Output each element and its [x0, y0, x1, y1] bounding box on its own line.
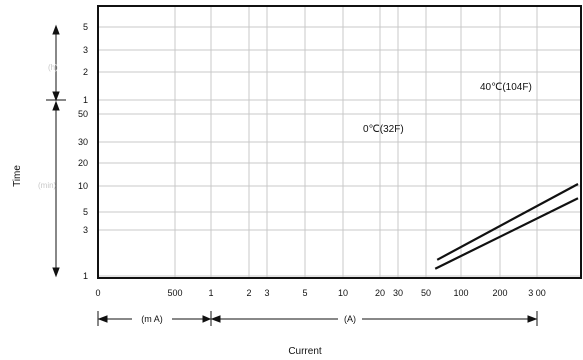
x-tick-label: 2	[246, 288, 251, 298]
y-tick-label: 1	[83, 95, 88, 105]
y-tick-labels: 5 3 2 1 50 30 20 10 5 3 1	[78, 22, 88, 281]
y-unit-lower: (min)	[38, 181, 57, 190]
y-unit-upper: (h)	[48, 63, 58, 72]
x-tick-label: 30	[393, 288, 403, 298]
y-tick-label: 5	[83, 22, 88, 32]
a-range-label: (A)	[344, 314, 356, 324]
x-tick-label: 500	[167, 288, 182, 298]
x-tick-label: 0	[95, 288, 100, 298]
y-tick-label: 3	[83, 45, 88, 55]
x-tick-label: 10	[338, 288, 348, 298]
grid-lines	[97, 6, 581, 278]
y-tick-label: 50	[78, 109, 88, 119]
series-label-40c: 40℃(104F)	[480, 82, 532, 93]
series-lines	[434, 183, 579, 270]
x-tick-label: 3	[264, 288, 269, 298]
y-tick-label: 5	[83, 207, 88, 217]
x-tick-label: 20	[375, 288, 385, 298]
x-tick-label: 3 00	[528, 288, 546, 298]
ma-range-label: (m A)	[141, 314, 163, 324]
y-unit-brackets	[46, 24, 66, 278]
plot-frame	[97, 5, 582, 279]
x-range-arrows	[97, 311, 538, 326]
y-tick-label: 30	[78, 137, 88, 147]
x-tick-label: 1	[208, 288, 213, 298]
x-tick-label: 5	[302, 288, 307, 298]
series-label-0c: 0℃(32F)	[363, 124, 404, 135]
y-tick-label: 1	[83, 271, 88, 281]
x-axis-label: Current	[288, 346, 322, 357]
series-line-0c	[434, 197, 579, 270]
y-tick-label: 20	[78, 158, 88, 168]
x-tick-labels: 0 500 1 2 3 5 10 20 30 50 100 200 3 00	[95, 288, 545, 298]
x-tick-label: 50	[421, 288, 431, 298]
y-axis-label: Time	[12, 165, 23, 187]
y-tick-label: 2	[83, 67, 88, 77]
y-tick-label: 10	[78, 181, 88, 191]
x-tick-label: 200	[492, 288, 507, 298]
y-tick-label: 3	[83, 225, 88, 235]
series-line-40c	[436, 183, 579, 261]
x-tick-label: 100	[453, 288, 468, 298]
